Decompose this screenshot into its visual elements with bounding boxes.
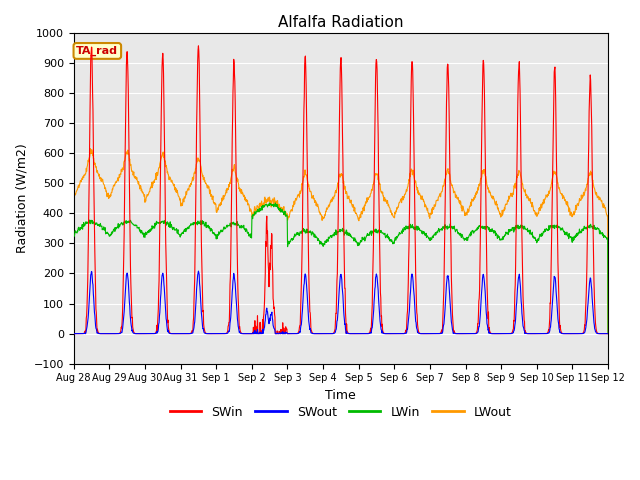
LWin — [604, 331, 612, 336]
SWin — [195, 43, 202, 49]
Title: Alfalfa Radiation: Alfalfa Radiation — [278, 15, 404, 30]
LWin — [70, 233, 77, 239]
Line: SWin: SWin — [74, 46, 608, 334]
SWin — [249, 331, 257, 336]
SWout — [424, 331, 432, 336]
SWout — [604, 331, 612, 336]
LWin — [248, 213, 256, 218]
Line: SWout: SWout — [74, 271, 608, 334]
SWin — [541, 331, 549, 336]
LWin — [541, 226, 548, 232]
Legend: SWin, SWout, LWin, LWout: SWin, SWout, LWin, LWout — [165, 401, 516, 424]
SWout — [176, 331, 184, 336]
LWout — [604, 331, 612, 336]
X-axis label: Time: Time — [326, 389, 356, 402]
SWout — [82, 331, 90, 336]
LWin — [494, 232, 502, 238]
LWin — [189, 222, 196, 228]
Line: LWin: LWin — [74, 203, 608, 334]
SWout — [70, 331, 77, 336]
SWin — [604, 331, 612, 336]
LWout — [424, 209, 432, 215]
Y-axis label: Radiation (W/m2): Radiation (W/m2) — [15, 143, 28, 253]
LWout — [176, 197, 184, 203]
Text: TA_rad: TA_rad — [76, 46, 118, 56]
SWin — [424, 331, 432, 336]
LWout — [189, 178, 196, 183]
SWout — [195, 268, 202, 274]
LWout — [249, 214, 257, 220]
LWout — [70, 195, 77, 201]
SWin — [82, 331, 90, 336]
SWout — [189, 330, 196, 336]
SWout — [494, 331, 502, 336]
LWout — [541, 197, 548, 203]
SWout — [541, 331, 549, 336]
SWin — [70, 331, 77, 336]
Line: LWout: LWout — [74, 149, 608, 334]
LWin — [424, 234, 432, 240]
SWin — [494, 331, 502, 336]
LWout — [494, 206, 502, 212]
LWin — [266, 200, 273, 206]
SWin — [176, 331, 184, 336]
LWout — [86, 146, 94, 152]
SWin — [189, 327, 196, 333]
LWin — [175, 232, 183, 238]
SWout — [249, 331, 257, 336]
